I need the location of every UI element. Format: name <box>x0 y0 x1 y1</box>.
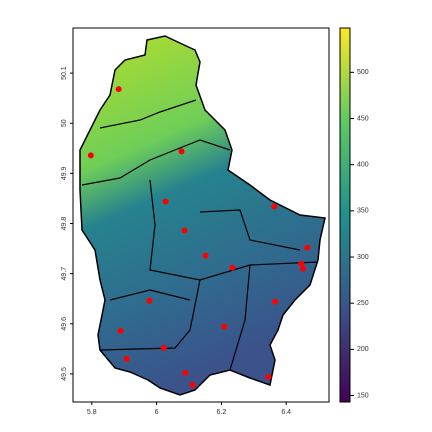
canton-borders <box>81 99 319 371</box>
site-point <box>229 264 236 271</box>
x-tick-label: 6.2 <box>217 409 227 416</box>
site-point <box>221 323 228 330</box>
site-point <box>298 260 305 267</box>
site-point <box>202 252 209 259</box>
y-tick-label: 50 <box>61 119 68 127</box>
colorbar-tick-label: 450 <box>357 115 369 122</box>
colorbar-tick-label: 300 <box>357 254 369 261</box>
site-point <box>304 244 311 251</box>
colorbar-tick-label: 500 <box>357 69 369 76</box>
x-tick-label: 6 <box>155 409 159 416</box>
site-point <box>178 148 185 155</box>
site-point <box>87 152 94 159</box>
site-point <box>271 203 278 210</box>
y-tick-label: 49.8 <box>61 217 68 231</box>
y-tick-label: 50.1 <box>61 66 68 80</box>
y-tick-label: 49.7 <box>61 267 68 281</box>
site-point <box>123 355 130 362</box>
x-tick-label: 5.8 <box>87 409 97 416</box>
site-point <box>189 381 196 388</box>
x-tick-label: 6.4 <box>281 409 291 416</box>
site-point <box>272 298 279 305</box>
site-point <box>182 369 189 376</box>
site-point <box>115 86 122 93</box>
colorbar-tick-label: 350 <box>357 208 369 215</box>
country-raster <box>79 35 326 396</box>
site-point <box>146 297 153 304</box>
y-tick-label: 49.9 <box>61 166 68 180</box>
colorbar-tick-label: 200 <box>357 346 369 353</box>
site-point <box>265 373 272 380</box>
colorbar <box>339 27 351 403</box>
site-point <box>160 344 167 351</box>
site-point <box>300 265 307 272</box>
site-point <box>181 227 188 234</box>
site-point <box>162 198 169 205</box>
site-point <box>117 327 124 334</box>
y-tick-label: 49.5 <box>61 367 68 381</box>
y-tick-label: 49.6 <box>61 317 68 331</box>
colorbar-tick-label: 150 <box>357 392 369 399</box>
colorbar-tick-label: 250 <box>357 300 369 307</box>
colorbar-tick-label: 400 <box>357 162 369 169</box>
